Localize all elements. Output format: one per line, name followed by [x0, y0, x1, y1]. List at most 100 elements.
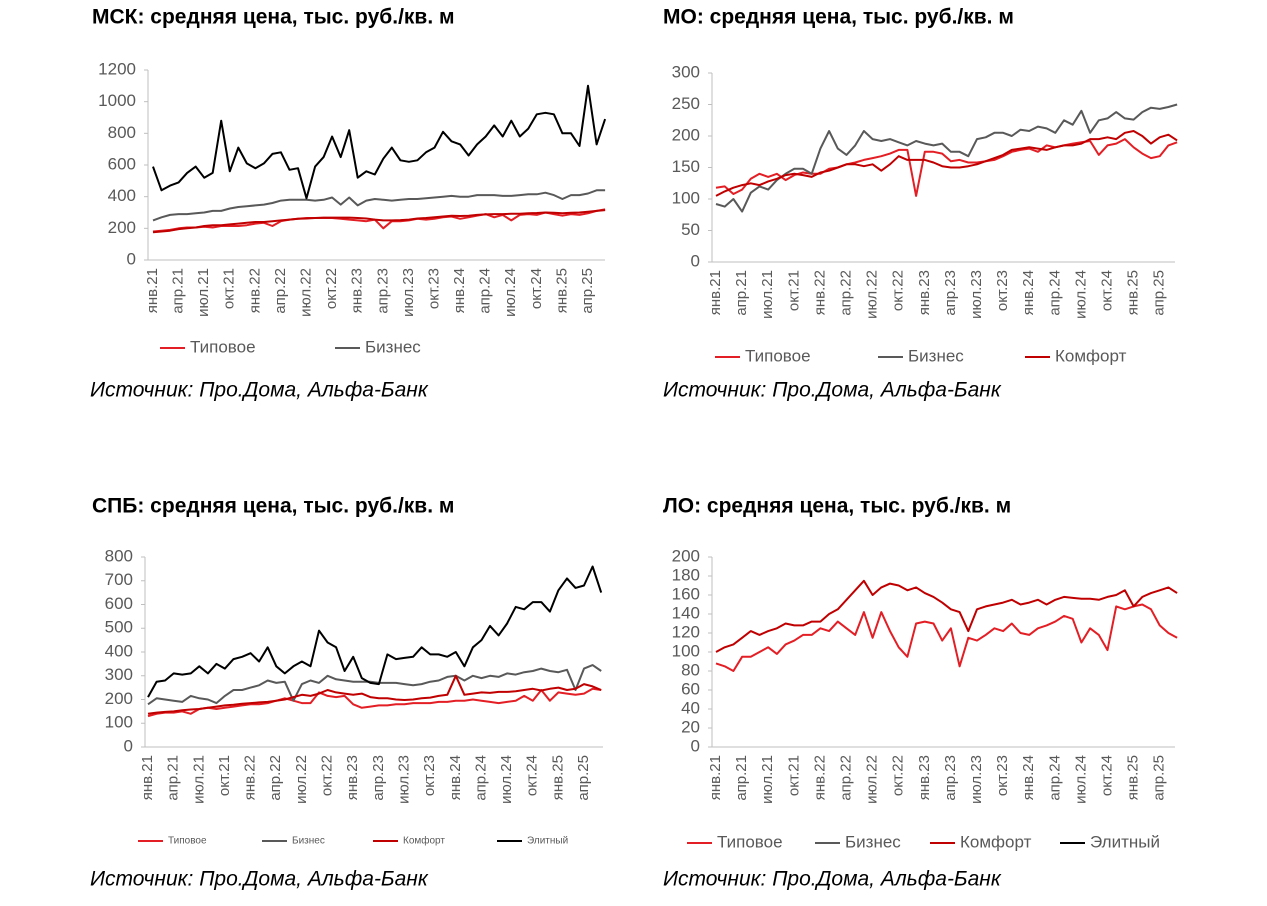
y-tick-label: 600: [105, 594, 133, 613]
y-tick-label: 100: [105, 713, 133, 732]
x-tick-label: июл.23: [968, 270, 985, 319]
y-tick-label: 200: [105, 689, 133, 708]
series-line: [147, 674, 602, 715]
x-tick-label: апр.21: [170, 268, 187, 314]
x-tick-label: янв.23: [916, 270, 933, 315]
x-tick-label: июл.21: [759, 755, 776, 804]
source-note: Источник: Про.Дома, Альфа-Банк: [90, 868, 429, 891]
x-tick-label: апр.24: [472, 755, 489, 801]
y-tick-label: 50: [681, 220, 700, 239]
y-tick-label: 80: [681, 660, 700, 679]
x-tick-label: янв.25: [1125, 755, 1142, 800]
x-tick-label: июл.23: [395, 755, 412, 804]
x-tick-label: июл.21: [759, 270, 776, 319]
y-tick-label: 1000: [98, 91, 136, 110]
y-tick-label: 150: [672, 157, 700, 176]
y-tick-label: 300: [672, 62, 700, 81]
series-line: [152, 84, 607, 200]
x-tick-label: окт.24: [1098, 270, 1115, 311]
source-note: Источник: Про.Дома, Альфа-Банк: [663, 868, 1002, 891]
x-tick-label: апр.23: [370, 755, 387, 801]
x-tick-label: июл.21: [190, 755, 207, 804]
x-tick-label: апр.25: [579, 268, 596, 314]
series-line: [715, 579, 1178, 653]
source-note: Источник: Про.Дома, Альфа-Банк: [90, 379, 429, 402]
series-line: [715, 103, 1178, 213]
x-tick-label: окт.23: [994, 755, 1011, 796]
x-tick-label: окт.22: [890, 270, 907, 311]
legend-label: Типовое: [745, 346, 811, 365]
x-tick-label: апр.25: [1151, 755, 1168, 801]
legend-label: Бизнес: [365, 337, 421, 356]
x-tick-label: апр.24: [477, 268, 494, 314]
x-tick-label: июл.21: [195, 268, 212, 317]
legend-label: Комфорт: [1055, 346, 1127, 365]
y-tick-label: 800: [105, 546, 133, 565]
y-tick-label: 250: [672, 94, 700, 113]
x-tick-label: июл.24: [1072, 755, 1089, 804]
y-tick-label: 1200: [98, 59, 136, 78]
y-tick-label: 0: [127, 249, 136, 268]
x-tick-label: янв.22: [242, 755, 259, 800]
x-tick-label: окт.22: [323, 268, 340, 309]
y-tick-label: 20: [681, 717, 700, 736]
y-tick-label: 300: [105, 665, 133, 684]
x-tick-label: окт.24: [528, 268, 545, 309]
chart-title: СПБ: средняя цена, тыс. руб./кв. м: [92, 495, 454, 518]
x-tick-label: янв.24: [451, 268, 468, 313]
series-line: [152, 189, 606, 222]
y-tick-label: 800: [108, 123, 136, 142]
x-tick-label: окт.21: [785, 270, 802, 311]
y-tick-label: 200: [672, 125, 700, 144]
y-tick-label: 0: [124, 736, 133, 755]
legend-label: Типовое: [717, 832, 783, 851]
x-tick-label: апр.21: [733, 270, 750, 316]
x-tick-label: окт.21: [785, 755, 802, 796]
y-tick-label: 160: [672, 584, 700, 603]
x-tick-label: янв.22: [246, 268, 263, 313]
chart-title: ЛО: средняя цена, тыс. руб./кв. м: [663, 495, 1011, 518]
x-tick-label: янв.21: [707, 755, 724, 800]
x-tick-label: апр.25: [1151, 270, 1168, 316]
y-tick-label: 180: [672, 565, 700, 584]
legend-label: Типовое: [168, 836, 207, 847]
y-tick-label: 100: [672, 641, 700, 660]
x-tick-label: июл.23: [400, 268, 417, 317]
y-tick-label: 400: [105, 641, 133, 660]
x-tick-label: окт.23: [421, 755, 438, 796]
x-tick-label: янв.22: [811, 270, 828, 315]
x-tick-label: апр.22: [272, 268, 289, 314]
x-tick-label: янв.23: [916, 755, 933, 800]
x-tick-label: окт.24: [524, 755, 541, 796]
y-tick-label: 500: [105, 618, 133, 637]
x-tick-label: апр.23: [374, 268, 391, 314]
y-tick-label: 400: [108, 186, 136, 205]
y-tick-label: 200: [108, 218, 136, 237]
x-tick-label: апр.24: [1046, 755, 1063, 801]
series-line: [147, 565, 603, 698]
y-tick-label: 200: [672, 546, 700, 565]
x-tick-label: апр.21: [733, 755, 750, 801]
x-tick-label: янв.21: [139, 755, 156, 800]
x-tick-label: апр.24: [1046, 270, 1063, 316]
x-tick-label: янв.23: [344, 755, 361, 800]
series-line: [715, 603, 1178, 672]
legend-label: Комфорт: [960, 832, 1032, 851]
y-tick-label: 0: [691, 251, 700, 270]
legend-label: Типовое: [190, 337, 256, 356]
x-tick-label: июл.22: [293, 755, 310, 804]
y-tick-label: 700: [105, 570, 133, 589]
x-tick-label: апр.23: [942, 270, 959, 316]
x-tick-label: янв.24: [1020, 755, 1037, 800]
x-tick-label: окт.24: [1098, 755, 1115, 796]
x-tick-label: янв.21: [707, 270, 724, 315]
y-tick-label: 600: [108, 154, 136, 173]
x-tick-label: июл.23: [968, 755, 985, 804]
chart-title: МО: средняя цена, тыс. руб./кв. м: [663, 6, 1014, 29]
legend-label: Бизнес: [908, 346, 964, 365]
x-tick-label: июл.24: [498, 755, 515, 804]
legend-label: Бизнес: [845, 832, 901, 851]
x-tick-label: окт.22: [890, 755, 907, 796]
